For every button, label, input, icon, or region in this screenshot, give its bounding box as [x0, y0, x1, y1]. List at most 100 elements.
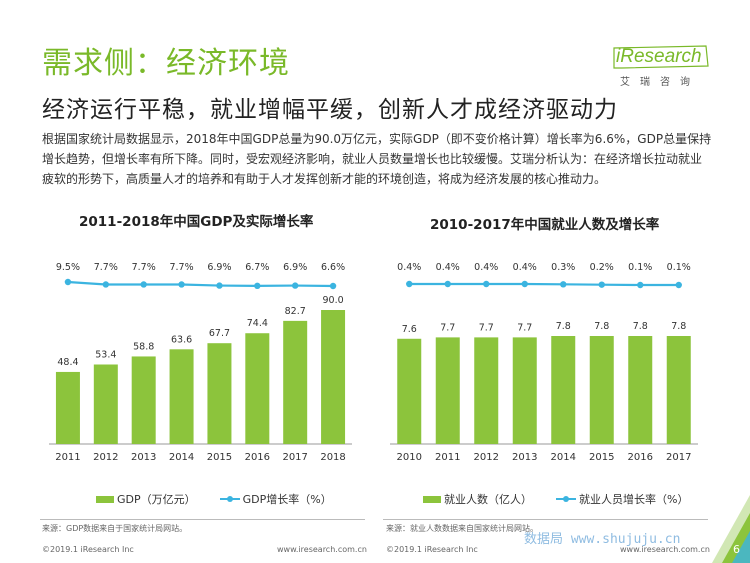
growth-value-label: 6.7% [245, 262, 269, 273]
growth-point [483, 280, 490, 288]
bar [93, 364, 118, 444]
bar [589, 336, 614, 444]
growth-value-label: 7.7% [94, 262, 118, 273]
growth-point [291, 282, 299, 289]
legend-employment-growth-label: 就业人员增长率（%） [579, 493, 689, 506]
bar-value-label: 74.4 [247, 318, 268, 329]
growth-point [598, 281, 605, 288]
growth-point [637, 281, 644, 289]
bar [551, 336, 576, 444]
chart1-plot: 48.4 2011 53.4 2012 58.8 2013 63.6 2014 67.7 2015… [49, 262, 352, 463]
logo-subtext: 艾瑞咨询 [620, 77, 700, 88]
bar [397, 338, 422, 444]
x-tick-label: 2016 [628, 452, 653, 463]
x-tick-label: 2015 [589, 452, 614, 463]
divider-right [383, 519, 708, 520]
x-tick-label: 2013 [131, 452, 156, 463]
growth-point [329, 282, 337, 290]
page-subtitle: 经济运行平稳，就业增幅平缓，创新人才成经济驱动力 [42, 97, 618, 123]
bar-value-label: 48.4 [57, 357, 78, 368]
bar-value-label: 53.4 [95, 349, 116, 360]
bar-value-label: 7.7 [440, 322, 455, 333]
x-tick-label: 2014 [169, 452, 194, 463]
bar-value-label: 7.7 [517, 322, 532, 333]
footer-url-left: www.iresearch.com.cn [277, 545, 367, 554]
bar [55, 371, 80, 444]
iresearch-logo: iResearch 艾瑞咨询 [612, 44, 712, 90]
growth-point [521, 280, 528, 288]
footer-copyright-left: ©2019.1 iResearch Inc [42, 545, 134, 554]
bar [131, 356, 156, 444]
intro-paragraph: 根据国家统计局数据显示，2018年中国GDP总量为90.0万亿元，实际GDP（即… [42, 132, 712, 186]
bar [283, 320, 308, 444]
chart2-title: 2010-2017年中国就业人数及增长率 [430, 217, 660, 233]
growth-point [406, 280, 413, 288]
logo-text: iResearch [616, 46, 702, 67]
footer-url-right: www.iresearch.com.cn [620, 545, 710, 554]
bar-value-label: 7.7 [479, 322, 494, 333]
bar-value-label: 7.8 [671, 321, 686, 332]
x-tick-label: 2012 [93, 452, 118, 463]
chart2-source: 来源：就业人数数据来自国家统计局网站。 [386, 524, 538, 533]
growth-value-label: 0.2% [590, 262, 614, 273]
growth-line [67, 280, 334, 288]
bar [245, 333, 270, 444]
corner-decoration-icon [712, 495, 750, 563]
bar [666, 336, 691, 444]
bar [628, 336, 653, 444]
growth-point [444, 280, 451, 288]
growth-value-label: 6.9% [283, 262, 307, 273]
bar [169, 349, 194, 444]
bar-value-label: 67.7 [209, 328, 230, 339]
bar-value-label: 7.6 [402, 324, 417, 335]
bar-value-label: 90.0 [322, 295, 343, 306]
chart2-plot: 7.6 2010 7.7 2011 7.7 2012 7.7 2013 7.8 2014 7.8 20… [390, 262, 698, 463]
x-tick-label: 2011 [435, 452, 460, 463]
bar [435, 337, 460, 444]
growth-point [102, 281, 110, 288]
bar-value-label: 82.7 [285, 306, 306, 317]
growth-value-label: 0.1% [667, 262, 691, 273]
growth-value-label: 0.4% [397, 262, 421, 273]
growth-point [675, 281, 682, 289]
x-tick-label: 2010 [397, 452, 422, 463]
watermark: 数据局 www.shujuju.cn [524, 532, 681, 547]
growth-value-label: 0.3% [551, 262, 575, 273]
growth-point [64, 278, 72, 286]
growth-value-label: 0.1% [628, 262, 652, 273]
x-tick-label: 2017 [666, 452, 691, 463]
bar-value-label: 7.8 [594, 321, 609, 332]
bar [474, 337, 499, 444]
bar-value-label: 7.8 [556, 321, 571, 332]
x-tick-label: 2017 [282, 452, 307, 463]
chart2-legend: 就业人数（亿人） 就业人员增长率（%） [423, 491, 688, 507]
x-tick-label: 2018 [320, 452, 345, 463]
legend-line-swatch [556, 496, 576, 502]
page-number: 6 [733, 543, 740, 556]
growth-point [140, 281, 147, 288]
growth-point [254, 282, 261, 290]
growth-line [409, 282, 679, 287]
bar [207, 343, 232, 444]
legend-gdp-growth-label: GDP增长率（%） [242, 493, 332, 506]
legend-gdp-label: GDP（万亿元） [117, 493, 196, 506]
bar [321, 310, 346, 444]
bar-value-label: 63.6 [171, 334, 192, 345]
x-tick-label: 2015 [207, 452, 232, 463]
divider-left [40, 519, 365, 520]
x-tick-label: 2016 [245, 452, 270, 463]
x-tick-label: 2014 [551, 452, 576, 463]
legend-line-swatch [219, 496, 240, 502]
legend-bar-swatch [423, 495, 441, 503]
logo-frame-icon [613, 45, 709, 69]
x-tick-label: 2013 [512, 452, 537, 463]
footer-copyright-right: ©2019.1 iResearch Inc [386, 545, 478, 554]
growth-value-label: 6.9% [207, 262, 231, 273]
growth-value-label: 0.4% [474, 262, 498, 273]
growth-value-label: 7.7% [169, 262, 193, 273]
growth-point [178, 281, 185, 288]
legend-employment-label: 就业人数（亿人） [444, 493, 532, 506]
x-tick-label: 2011 [55, 452, 80, 463]
growth-point [560, 281, 567, 288]
